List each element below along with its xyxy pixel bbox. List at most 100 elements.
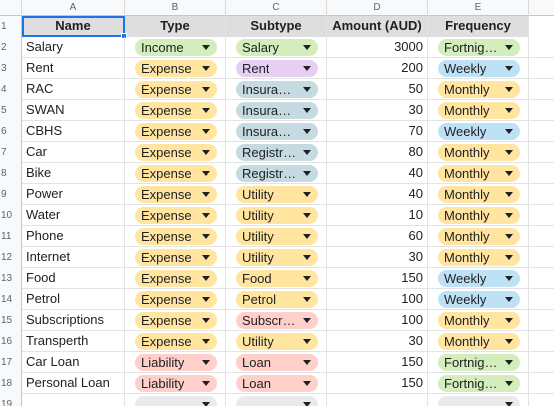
empty-cell[interactable] [529,352,554,373]
type-dropdown-chip[interactable]: Expense [135,228,217,245]
row-number[interactable]: 19 [0,394,22,406]
empty-cell[interactable] [529,163,554,184]
subtype-cell[interactable]: Insura… [226,121,327,142]
dropdown-arrow-icon[interactable] [303,171,311,176]
dropdown-arrow-icon[interactable] [505,213,513,218]
empty-cell[interactable] [529,331,554,352]
dropdown-arrow-icon[interactable] [202,87,210,92]
name-cell[interactable]: Rent [22,58,125,79]
subtype-cell[interactable]: Loan [226,373,327,394]
dropdown-arrow-icon[interactable] [505,45,513,50]
frequency-dropdown-chip[interactable]: Monthly [438,102,520,119]
type-cell[interactable]: Liability [125,352,226,373]
row-number[interactable]: 10 [0,205,22,226]
subtype-dropdown-chip[interactable]: Food [236,270,318,287]
type-dropdown-chip[interactable]: Expense [135,270,217,287]
dropdown-arrow-icon[interactable] [303,66,311,71]
header-subtype-cell[interactable]: Subtype [226,16,327,37]
dropdown-arrow-icon[interactable] [303,297,311,302]
frequency-cell[interactable]: Weekly [428,58,529,79]
frequency-dropdown-chip[interactable]: Weekly [438,291,520,308]
amount-cell[interactable]: 80 [327,142,428,163]
row-number[interactable]: 2 [0,37,22,58]
type-dropdown-chip[interactable]: Expense [135,60,217,77]
name-cell[interactable]: RAC [22,79,125,100]
dropdown-arrow-icon[interactable] [505,318,513,323]
dropdown-arrow-icon[interactable] [505,381,513,386]
dropdown-arrow-icon[interactable] [303,339,311,344]
frequency-cell[interactable]: Monthly [428,142,529,163]
subtype-dropdown-chip[interactable]: Utility [236,228,318,245]
dropdown-arrow-icon[interactable] [505,339,513,344]
empty-cell[interactable] [529,373,554,394]
frequency-dropdown-chip[interactable]: Monthly [438,81,520,98]
type-cell[interactable]: Income [125,37,226,58]
frequency-dropdown-chip[interactable]: Monthly [438,228,520,245]
empty-cell[interactable] [529,268,554,289]
dropdown-arrow-icon[interactable] [303,360,311,365]
name-cell[interactable]: Transperth [22,331,125,352]
frequency-cell[interactable]: Weekly [428,289,529,310]
subtype-dropdown-chip[interactable]: Insura… [236,123,318,140]
dropdown-arrow-icon[interactable] [505,150,513,155]
subtype-dropdown-chip[interactable]: Salary [236,39,318,56]
subtype-dropdown-chip[interactable]: Loan [236,354,318,371]
subtype-cell[interactable]: Utility [226,331,327,352]
row-number[interactable]: 9 [0,184,22,205]
type-dropdown-chip[interactable]: Expense [135,123,217,140]
subtype-cell[interactable]: Registr… [226,163,327,184]
subtype-dropdown-chip[interactable]: Rent [236,60,318,77]
amount-cell[interactable]: 100 [327,289,428,310]
dropdown-arrow-icon[interactable] [505,234,513,239]
row-number[interactable]: 8 [0,163,22,184]
column-header-a[interactable]: A [22,0,125,16]
dropdown-arrow-icon[interactable] [505,87,513,92]
subtype-dropdown-chip[interactable]: Insura… [236,102,318,119]
subtype-dropdown-chip[interactable]: Registr… [236,144,318,161]
frequency-dropdown-chip[interactable]: Fortnig… [438,354,520,371]
dropdown-arrow-icon[interactable] [303,402,311,406]
dropdown-arrow-icon[interactable] [303,276,311,281]
name-cell[interactable]: CBHS [22,121,125,142]
frequency-dropdown-chip[interactable]: Weekly [438,270,520,287]
amount-cell[interactable]: 30 [327,100,428,121]
frequency-dropdown-chip[interactable]: Weekly [438,60,520,77]
frequency-cell[interactable]: Monthly [428,247,529,268]
subtype-dropdown-chip[interactable]: Insura… [236,81,318,98]
dropdown-arrow-icon[interactable] [505,66,513,71]
dropdown-arrow-icon[interactable] [505,360,513,365]
name-cell[interactable]: Water [22,205,125,226]
type-cell[interactable]: Expense [125,331,226,352]
amount-cell[interactable]: 150 [327,352,428,373]
dropdown-arrow-icon[interactable] [202,255,210,260]
type-cell[interactable]: Expense [125,79,226,100]
type-cell[interactable]: Expense [125,100,226,121]
dropdown-arrow-icon[interactable] [202,276,210,281]
amount-cell[interactable]: 40 [327,163,428,184]
dropdown-arrow-icon[interactable] [202,129,210,134]
type-dropdown-chip[interactable]: Expense [135,312,217,329]
type-dropdown-chip[interactable]: Expense [135,249,217,266]
header-name-cell[interactable]: Name [22,16,125,37]
row-number[interactable]: 5 [0,100,22,121]
frequency-cell[interactable]: Fortnig… [428,37,529,58]
dropdown-arrow-icon[interactable] [303,87,311,92]
name-cell[interactable]: Food [22,268,125,289]
frequency-dropdown-chip[interactable]: Weekly [438,123,520,140]
dropdown-arrow-icon[interactable] [505,171,513,176]
row-number[interactable]: 14 [0,289,22,310]
row-number[interactable]: 17 [0,352,22,373]
type-cell[interactable]: Expense [125,247,226,268]
frequency-dropdown-chip[interactable]: Monthly [438,186,520,203]
amount-cell[interactable]: 60 [327,226,428,247]
amount-cell[interactable]: 200 [327,58,428,79]
dropdown-arrow-icon[interactable] [303,234,311,239]
dropdown-arrow-icon[interactable] [303,213,311,218]
column-header-e[interactable]: E [428,0,529,16]
frequency-cell[interactable]: Weekly [428,121,529,142]
frequency-cell[interactable]: Monthly [428,331,529,352]
amount-cell[interactable]: 40 [327,184,428,205]
frequency-dropdown-chip[interactable]: Monthly [438,333,520,350]
type-dropdown-chip[interactable]: Expense [135,291,217,308]
subtype-dropdown-chip[interactable]: Petrol [236,291,318,308]
